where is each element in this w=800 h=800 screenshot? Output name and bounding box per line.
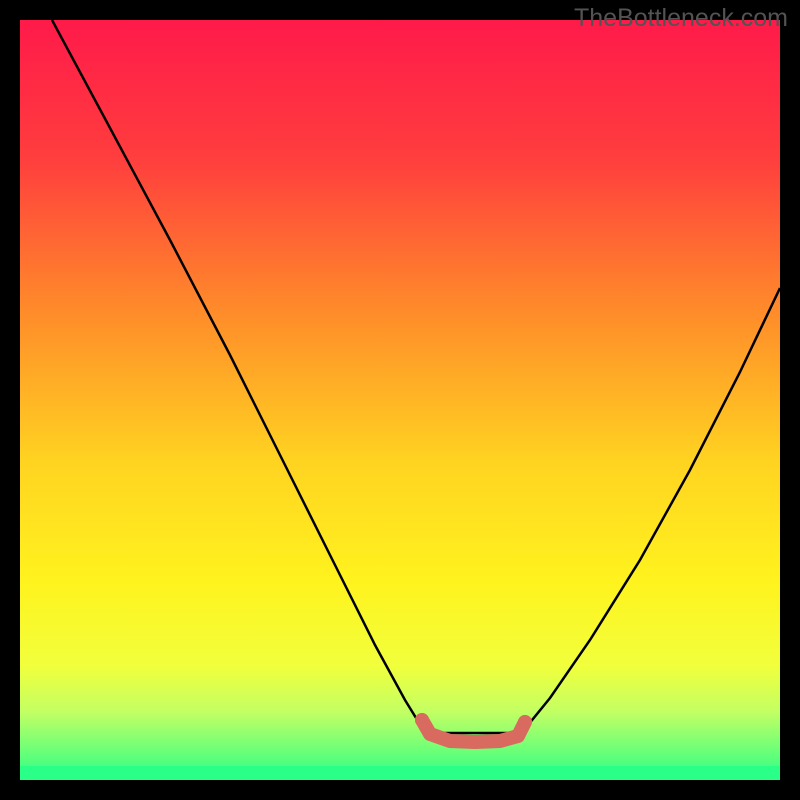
chart-overlay-svg <box>20 20 780 780</box>
valley-endpoint-left <box>415 713 429 727</box>
bottleneck-curve <box>52 20 780 733</box>
plot-area <box>20 20 780 780</box>
chart-canvas: TheBottleneck.com <box>0 0 800 800</box>
optimal-valley-marker <box>422 720 525 742</box>
valley-endpoint-right <box>518 715 532 729</box>
